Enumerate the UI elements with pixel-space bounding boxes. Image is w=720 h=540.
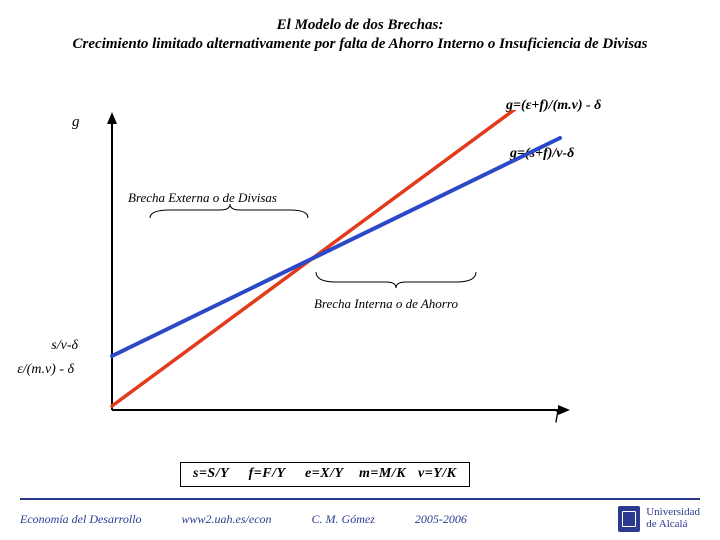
footer-year: 2005-2006 bbox=[415, 512, 467, 527]
y-axis-label: g bbox=[72, 114, 80, 131]
university-line-2: de Alcalá bbox=[646, 519, 700, 531]
university-name: Universidad de Alcalá bbox=[646, 507, 700, 530]
footer-author: C. M. Gómez bbox=[312, 512, 375, 527]
title-line-1: El Modelo de dos Brechas: bbox=[0, 16, 720, 35]
intercept-blue-label: s/v-δ bbox=[0, 338, 78, 354]
footer: Economía del Desarrollo www2.uah.es/econ… bbox=[20, 506, 700, 532]
chart-svg bbox=[90, 110, 620, 430]
slide: El Modelo de dos Brechas: Crecimiento li… bbox=[0, 0, 720, 540]
title-line-2: Crecimiento limitado alternativamente po… bbox=[0, 35, 720, 54]
equations-box: s=S/Y f=F/Y e=X/Y m=M/K v=Y/K bbox=[180, 462, 470, 487]
footer-rule bbox=[20, 498, 700, 500]
axes bbox=[107, 112, 570, 415]
blue-line bbox=[112, 138, 560, 356]
footer-site: www2.uah.es/econ bbox=[182, 512, 272, 527]
university-logo: Universidad de Alcalá bbox=[618, 506, 700, 532]
intercept-red-label: ε/(m.v) - δ bbox=[0, 362, 74, 378]
university-shield-icon bbox=[618, 506, 640, 532]
brace-external bbox=[150, 204, 308, 218]
chart-area bbox=[90, 110, 620, 430]
footer-course: Economía del Desarrollo bbox=[20, 512, 142, 527]
title-block: El Modelo de dos Brechas: Crecimiento li… bbox=[0, 0, 720, 54]
brace-internal bbox=[316, 272, 476, 288]
